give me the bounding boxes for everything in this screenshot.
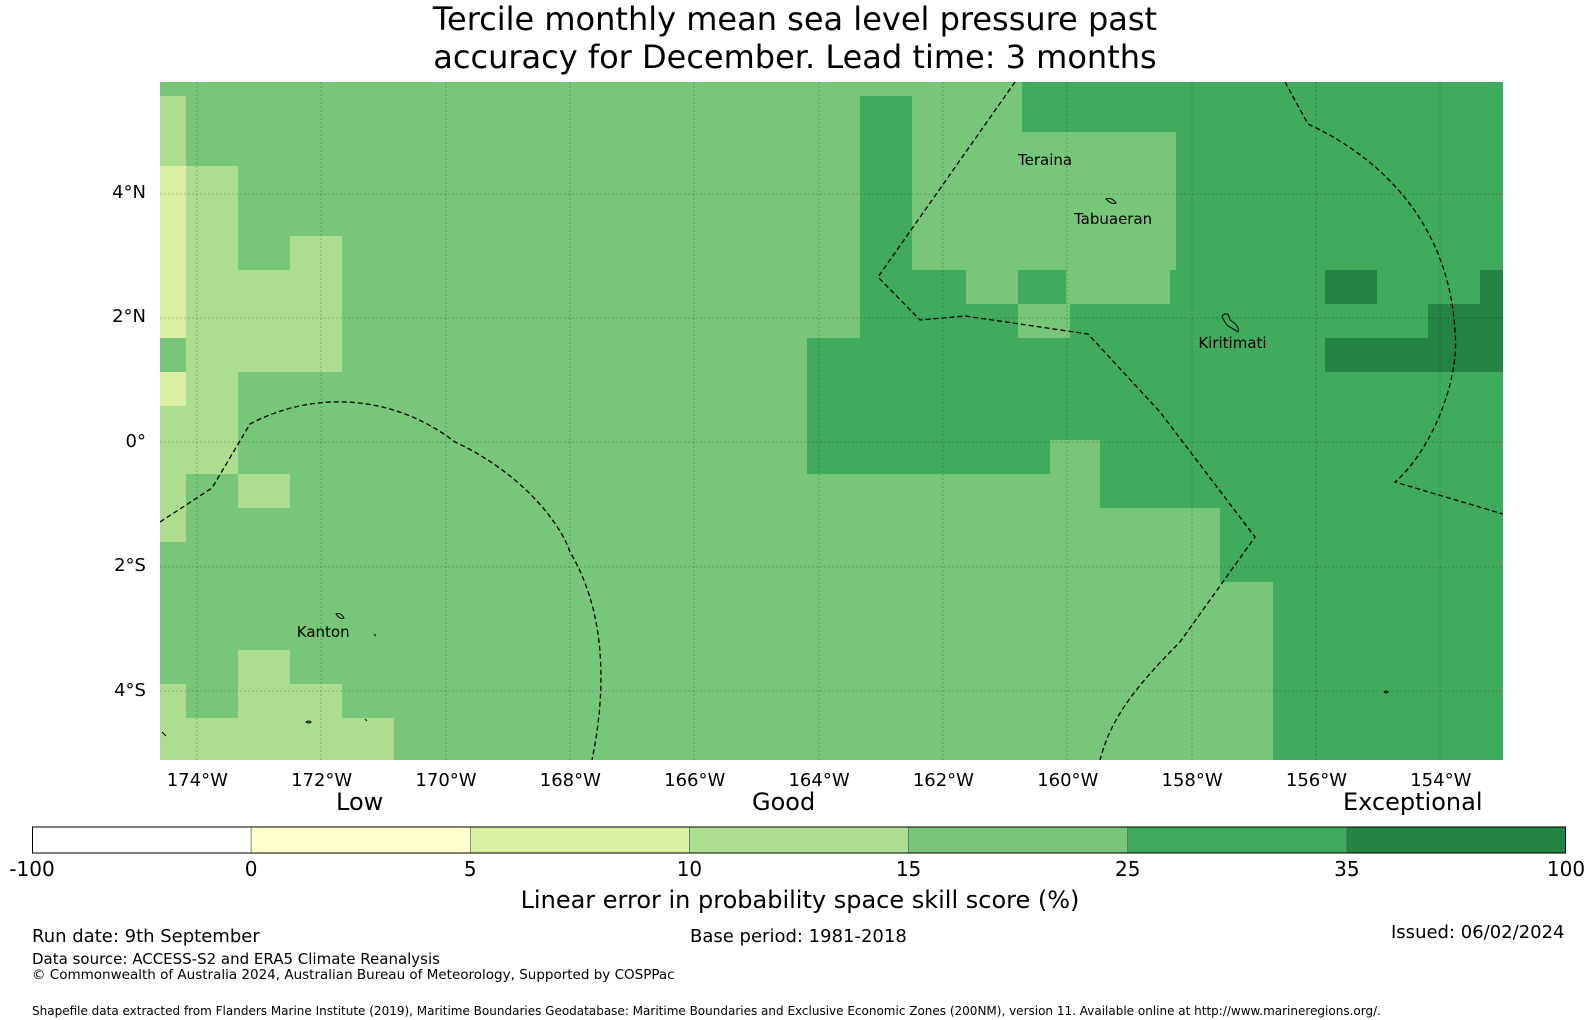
colorbar-tick-label: 25 bbox=[1114, 857, 1141, 881]
colorbar-segment bbox=[908, 826, 1129, 854]
lat-tick-label: 2°N bbox=[112, 306, 146, 328]
map-title: Tercile monthly mean sea level pressure … bbox=[0, 0, 1590, 76]
colorbar-frame bbox=[32, 826, 1566, 854]
lon-tick-label: 156°W bbox=[1285, 770, 1348, 791]
colorbar-segment bbox=[1127, 826, 1348, 854]
lat-tick-label: 4°S bbox=[114, 679, 146, 701]
eez-boundaries bbox=[160, 82, 1503, 760]
place-label: Kanton bbox=[296, 623, 350, 642]
colorbar-segment bbox=[250, 826, 471, 854]
category-good: Good bbox=[752, 788, 816, 816]
lon-tick-label: 166°W bbox=[664, 770, 726, 791]
colorbar-segment bbox=[32, 826, 252, 854]
place-label: Teraina bbox=[1018, 150, 1073, 169]
colorbar-tick-label: 10 bbox=[676, 857, 703, 881]
issued-date: Issued: 06/02/2024 bbox=[1391, 922, 1565, 943]
data-source: Data source: ACCESS-S2 and ERA5 Climate … bbox=[32, 950, 440, 968]
lat-tick-label: 4°N bbox=[112, 181, 146, 203]
lon-tick-label: 162°W bbox=[912, 770, 974, 791]
colorbar-segment bbox=[689, 826, 909, 854]
lon-tick-label: 174°W bbox=[166, 770, 228, 791]
colorbar-tick-label: -100 bbox=[9, 857, 55, 881]
base-period: Base period: 1981-2018 bbox=[690, 926, 907, 947]
colorbar-tick-label: 35 bbox=[1334, 857, 1360, 881]
colorbar-segment bbox=[469, 826, 690, 854]
colorbar-label: Linear error in probability space skill … bbox=[520, 886, 1080, 914]
colorbar-tick-label: 15 bbox=[895, 857, 922, 881]
skill-score-map: Teraina Tabuaeran Kiritimati Kanton bbox=[160, 82, 1503, 760]
colorbar-tick-label: 100 bbox=[1546, 857, 1586, 881]
copyright-notice: © Commonwealth of Australia 2024, Austra… bbox=[32, 967, 675, 983]
category-exceptional: Exceptional bbox=[1343, 788, 1483, 816]
title-line-1: Tercile monthly mean sea level pressure … bbox=[432, 0, 1158, 38]
place-label: Kiritimati bbox=[1198, 334, 1267, 353]
lon-tick-label: 164°W bbox=[788, 770, 850, 791]
place-label: Tabuaeran bbox=[1073, 209, 1153, 228]
colorbar-tick-label: 5 bbox=[463, 857, 477, 881]
colorbar bbox=[32, 826, 1566, 854]
category-low: Low bbox=[336, 788, 384, 816]
lon-tick-label: 168°W bbox=[539, 770, 601, 791]
lon-tick-label: 154°W bbox=[1410, 770, 1472, 791]
lat-tick-label: 2°S bbox=[114, 555, 146, 577]
title-line-2: accuracy for December. Lead time: 3 mont… bbox=[433, 38, 1157, 76]
lon-tick-label: 172°W bbox=[291, 770, 353, 791]
graticule bbox=[160, 82, 1503, 760]
colorbar-tick-label: 0 bbox=[244, 857, 258, 881]
lon-tick-label: 158°W bbox=[1161, 770, 1223, 791]
shapefile-credit: Shapefile data extracted from Flanders M… bbox=[32, 1004, 1381, 1018]
lat-tick-label: 0° bbox=[125, 430, 146, 452]
map-canvas bbox=[160, 82, 1503, 760]
colorbar-segment bbox=[1346, 826, 1566, 854]
lon-tick-label: 160°W bbox=[1037, 770, 1099, 791]
run-date: Run date: 9th September bbox=[32, 926, 260, 947]
skill-field bbox=[160, 82, 1503, 760]
islands bbox=[161, 198, 1389, 737]
lon-tick-label: 170°W bbox=[415, 770, 477, 791]
